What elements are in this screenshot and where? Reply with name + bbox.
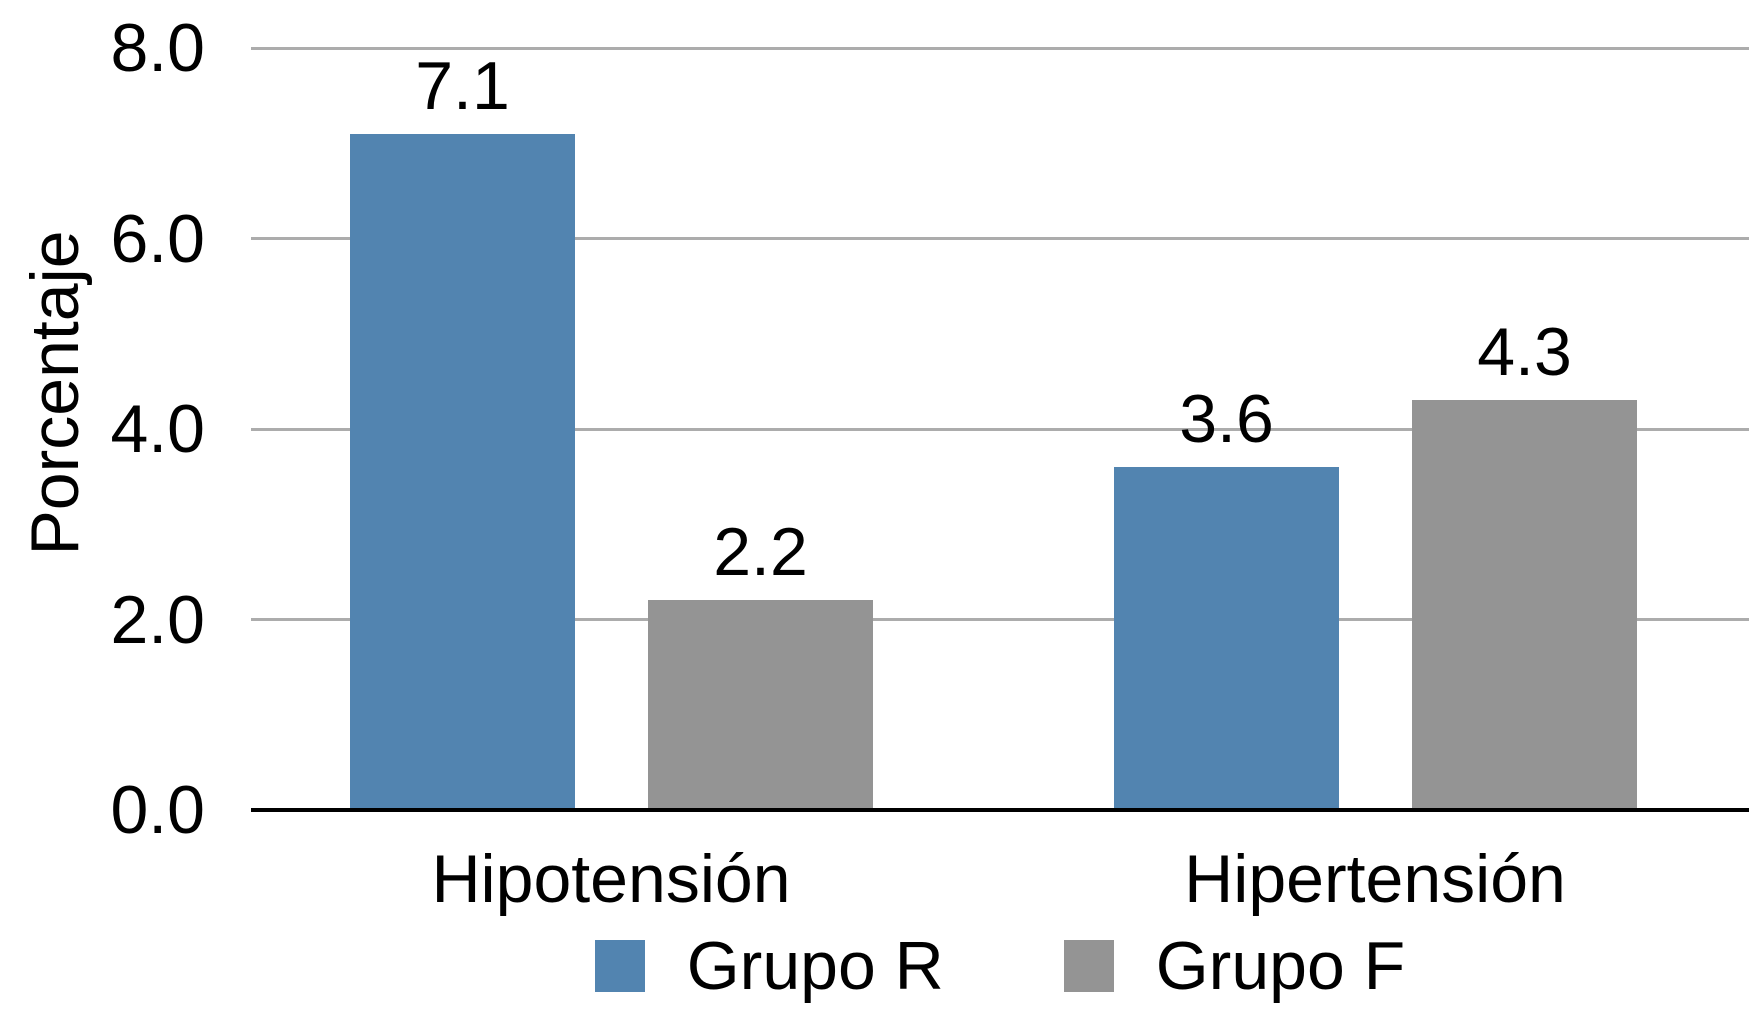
legend: Grupo R Grupo F <box>251 932 1749 1000</box>
gridline-y-8.0 <box>251 46 1749 50</box>
gridline-y-2.0 <box>251 618 1749 621</box>
gridline-y-4.0 <box>251 427 1749 431</box>
y-tick-label-2.0: 2.0 <box>110 581 205 658</box>
legend-entry-grupo-r: Grupo R <box>594 928 944 1004</box>
y-tick-label-0.0: 0.0 <box>110 772 205 848</box>
y-axis-title: Porcentaje <box>17 230 93 556</box>
y-tick-label-6.0: 6.0 <box>110 200 205 277</box>
bar-value-label-grupo-r-hipertension: 3.6 <box>1179 381 1274 458</box>
bar-grupo-f-hipotension <box>648 600 873 810</box>
bar-grupo-r-hipotension <box>350 133 575 810</box>
x-axis-line <box>251 808 1749 812</box>
x-category-label-hipertension: Hipertensión <box>1184 841 1566 917</box>
legend-label-grupo-f: Grupo F <box>1155 928 1406 1004</box>
legend-entry-grupo-f: Grupo F <box>1063 928 1406 1004</box>
x-category-label-hipotension: Hipotensión <box>431 841 791 917</box>
legend-swatch-grupo-f <box>1063 940 1114 992</box>
bar-grupo-f-hipertension <box>1412 400 1637 810</box>
gridline-y-6.0 <box>251 237 1749 240</box>
y-tick-label-4.0: 4.0 <box>110 391 205 467</box>
bar-value-label-grupo-r-hipotension: 7.1 <box>415 47 510 124</box>
bar-grupo-r-hipertension <box>1114 467 1339 810</box>
bar-value-label-grupo-f-hipertension: 4.3 <box>1477 314 1572 391</box>
legend-swatch-grupo-r <box>594 940 645 992</box>
legend-label-grupo-r: Grupo R <box>686 928 944 1004</box>
y-tick-label-8.0: 8.0 <box>110 10 205 86</box>
bar-value-label-grupo-f-hipotension: 2.2 <box>713 514 808 591</box>
